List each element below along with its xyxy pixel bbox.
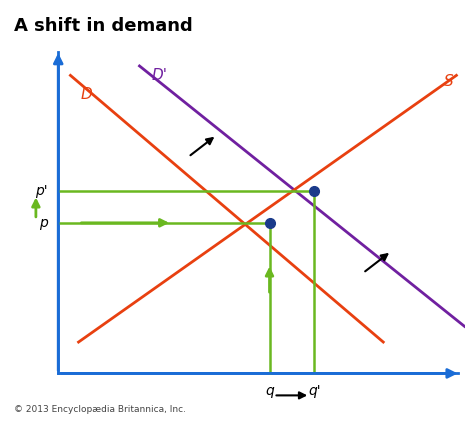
Text: q: q bbox=[265, 385, 274, 398]
Text: D: D bbox=[81, 87, 92, 102]
Text: A shift in demand: A shift in demand bbox=[14, 17, 192, 35]
Text: p': p' bbox=[36, 184, 48, 198]
Text: S: S bbox=[444, 74, 453, 89]
Text: p: p bbox=[39, 216, 48, 230]
Text: © 2013 Encyclopædia Britannica, Inc.: © 2013 Encyclopædia Britannica, Inc. bbox=[14, 405, 185, 414]
Text: q': q' bbox=[308, 385, 320, 398]
Text: D': D' bbox=[152, 68, 168, 83]
